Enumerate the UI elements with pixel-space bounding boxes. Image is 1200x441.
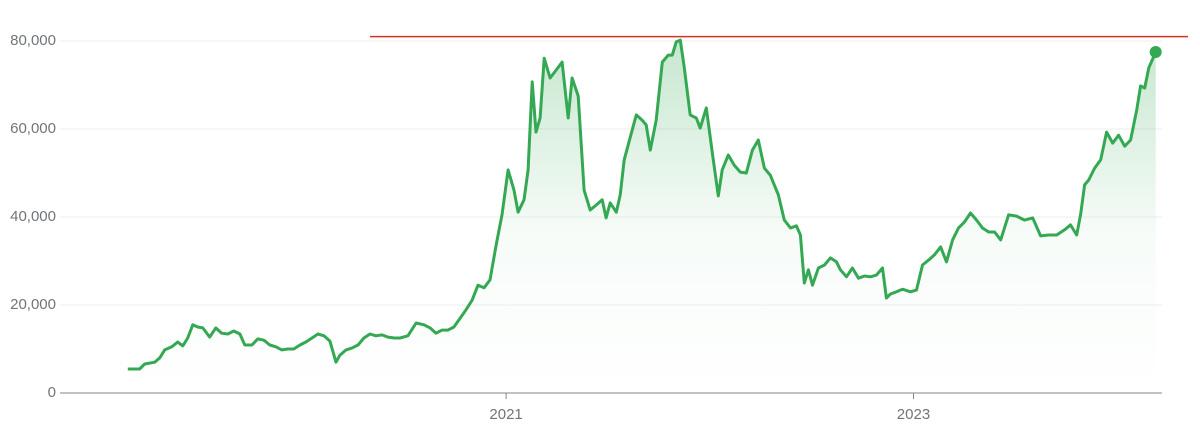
x-tick-label: 2021 (489, 406, 522, 423)
last-point (1149, 46, 1162, 58)
y-tick-label: 60,000 (10, 120, 56, 137)
x-tick-label: 2023 (897, 406, 930, 423)
area-fill (127, 40, 1156, 393)
y-tick-label: 40,000 (10, 208, 56, 225)
y-tick-label: 0 (48, 384, 56, 401)
y-tick-label: 20,000 (10, 296, 56, 313)
price-line (127, 38, 1158, 371)
y-tick-label: 80,000 (10, 32, 56, 49)
